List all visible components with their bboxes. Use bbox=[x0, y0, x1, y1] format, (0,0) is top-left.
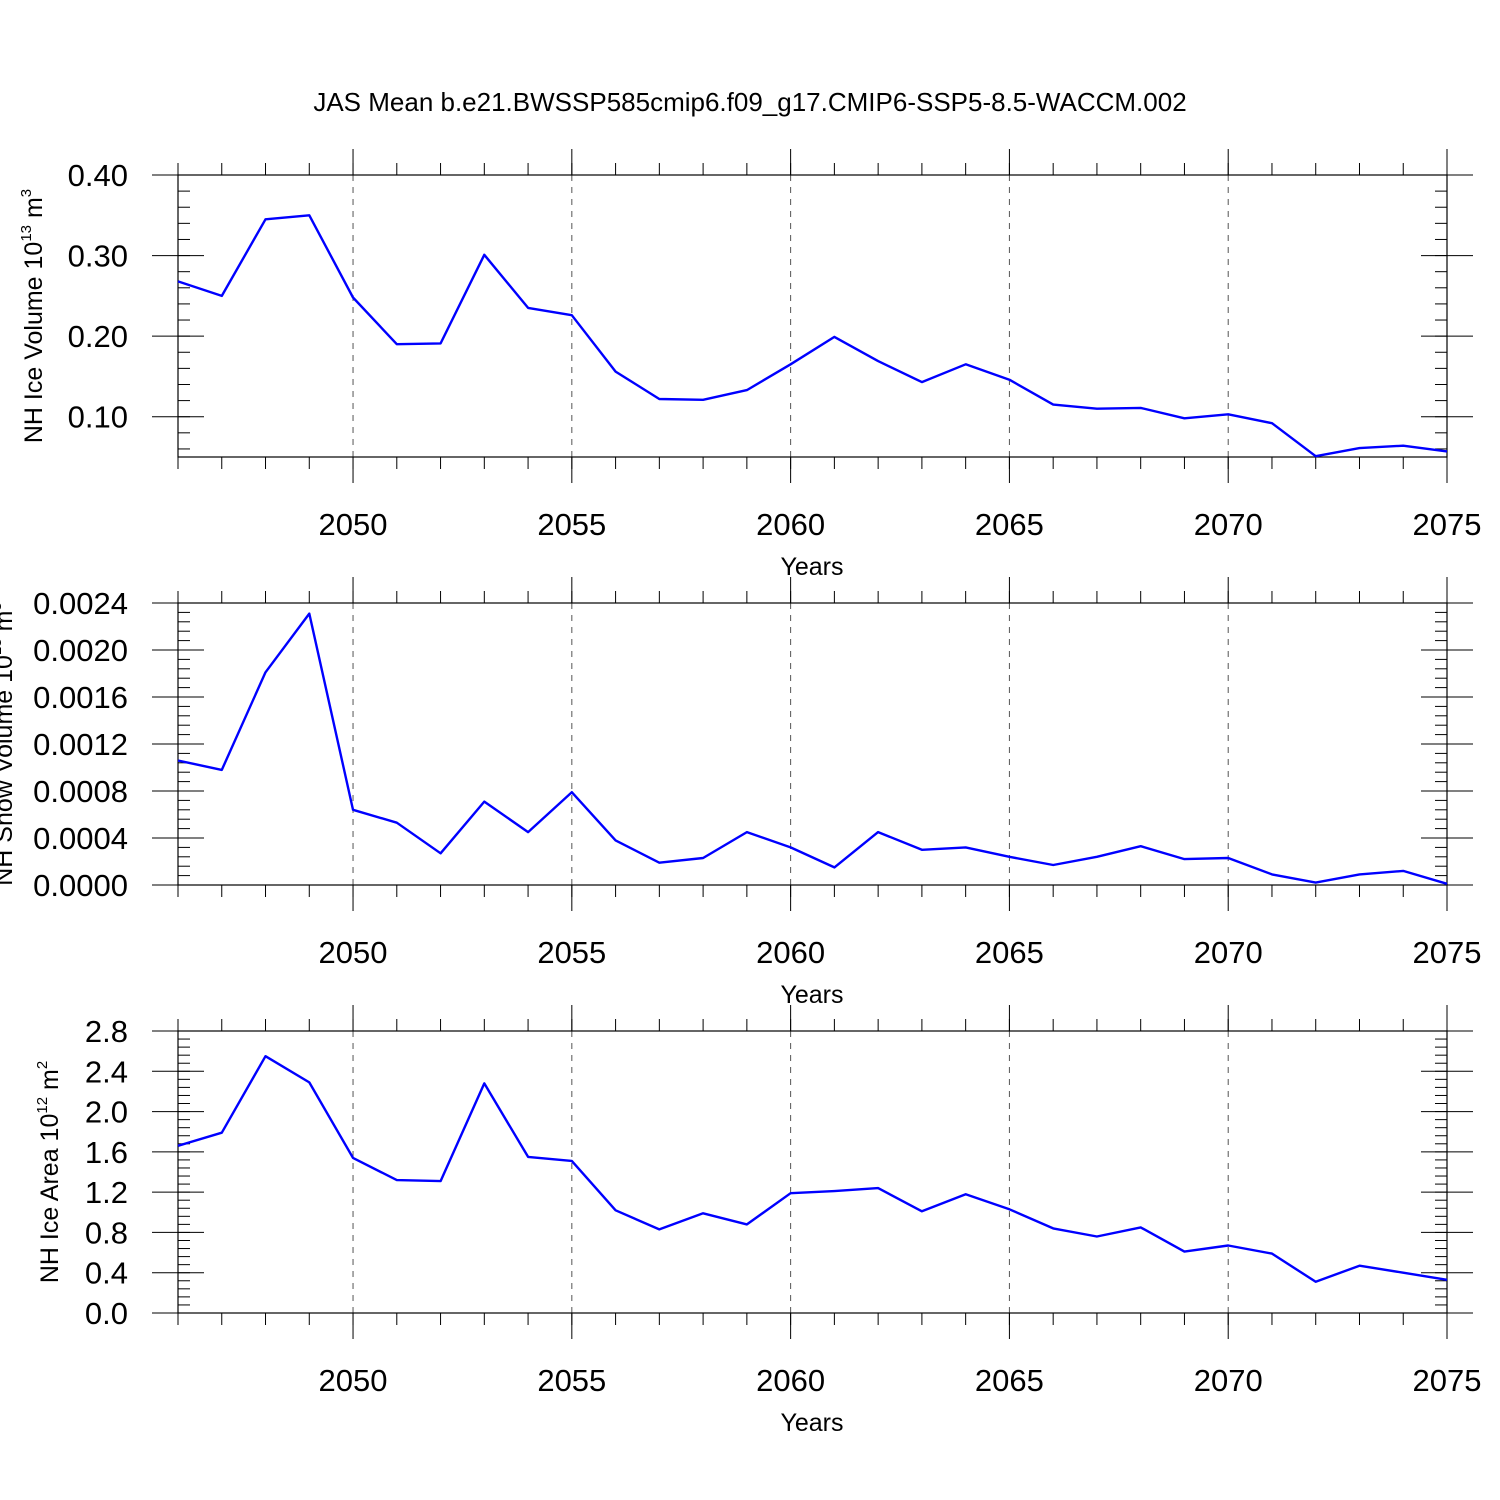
y-tick-label: 0.0004 bbox=[33, 821, 128, 856]
y-tick-label: 0.30 bbox=[68, 239, 128, 274]
y-tick-label: 2.4 bbox=[85, 1054, 128, 1089]
y-tick-label: 2.0 bbox=[85, 1095, 128, 1130]
chart-panel-2: 2050 2055 2060 2065 2070 2075 0.0000 0.0004 0.00… bbox=[0, 577, 1481, 1009]
series-line bbox=[177, 1054, 1448, 1284]
y-axis-title-exp: 13 bbox=[0, 638, 5, 655]
x-tick-label: 2075 bbox=[1413, 935, 1482, 970]
y-tick-label: 0.0008 bbox=[33, 774, 128, 809]
y-tick-label: 0.0012 bbox=[33, 727, 128, 762]
x-axis-title: Years bbox=[780, 1409, 843, 1437]
y-axis-title-exp: 13 bbox=[18, 225, 35, 242]
x-tick-label: 2065 bbox=[975, 507, 1044, 542]
x-tick-label: 2075 bbox=[1413, 507, 1482, 542]
y-tick-label: 0.0016 bbox=[33, 680, 128, 715]
x-axis-title: Years bbox=[780, 981, 843, 1009]
y-tick-label: 0.0 bbox=[85, 1296, 128, 1331]
series-line bbox=[177, 612, 1448, 885]
x-tick-label: 2065 bbox=[975, 1363, 1044, 1398]
chart-title: JAS Mean b.e21.BWSSP585cmip6.f09_g17.CMI… bbox=[313, 87, 1186, 117]
x-tick-label: 2055 bbox=[537, 507, 606, 542]
chart-panel-3: 2050 2055 2060 2065 2070 2075 0.0 0.4 0.8 1.2 1.6 2… bbox=[34, 1005, 1481, 1437]
chart-panel-1: 2050 2055 2060 2065 2070 2075 0.10 0.20 0.30 0.40… bbox=[18, 149, 1481, 581]
x-tick-label: 2055 bbox=[537, 1363, 606, 1398]
y-tick-label: 0.10 bbox=[68, 400, 128, 435]
y-tick-label: 0.4 bbox=[85, 1256, 128, 1291]
x-tick-label: 2075 bbox=[1413, 1363, 1482, 1398]
y-tick-label: 0.0000 bbox=[33, 868, 128, 903]
y-axis-title: NH Ice Area 1012 m2 bbox=[34, 1061, 64, 1283]
y-tick-label: 1.6 bbox=[85, 1135, 128, 1170]
y-tick-label: 1.2 bbox=[85, 1175, 128, 1210]
y-tick-label: 0.0024 bbox=[33, 586, 128, 621]
plot-frame bbox=[177, 602, 1448, 886]
y-tick-label: 2.8 bbox=[85, 1014, 128, 1049]
y-axis-title: NH Ice Volume 1013 m3 bbox=[18, 189, 48, 443]
x-tick-label: 2070 bbox=[1194, 1363, 1263, 1398]
x-tick-label: 2055 bbox=[537, 935, 606, 970]
x-tick-label: 2060 bbox=[756, 935, 825, 970]
series-line bbox=[177, 214, 1448, 458]
y-axis-title-main: NH Ice Volume 10 bbox=[20, 242, 48, 444]
y-axis-title-unit: m bbox=[20, 197, 48, 225]
x-tick-label: 2065 bbox=[975, 935, 1044, 970]
x-tick-label: 2060 bbox=[756, 507, 825, 542]
x-tick-label: 2050 bbox=[319, 507, 388, 542]
plot-frame bbox=[177, 1030, 1448, 1314]
chart-panels: 2050 2055 2060 2065 2070 20750.100.200.300.40… bbox=[0, 149, 1481, 1437]
x-tick-label: 2070 bbox=[1194, 507, 1263, 542]
y-axis-title-main: NH Snow Volume 10 bbox=[0, 655, 18, 886]
x-tick-label: 2060 bbox=[756, 1363, 825, 1398]
y-axis-title-unit-exp: 3 bbox=[0, 602, 5, 610]
x-axis-title: Years bbox=[780, 553, 843, 581]
y-axis-title-unit-exp: 3 bbox=[18, 189, 35, 197]
x-tick-label: 2050 bbox=[319, 1363, 388, 1398]
y-tick-label: 0.20 bbox=[68, 319, 128, 354]
y-tick-label: 0.40 bbox=[68, 158, 128, 193]
y-axis-title-unit-exp: 2 bbox=[34, 1061, 51, 1069]
y-axis-title-exp: 12 bbox=[34, 1097, 51, 1114]
plot-frame bbox=[177, 174, 1448, 458]
y-axis-title: NH Snow Volume 1013 m3 bbox=[0, 602, 18, 886]
y-tick-label: 0.8 bbox=[85, 1215, 128, 1250]
x-tick-label: 2070 bbox=[1194, 935, 1263, 970]
y-axis-title-main: NH Ice Area 10 bbox=[36, 1114, 64, 1284]
x-tick-label: 2050 bbox=[319, 935, 388, 970]
y-axis-title-unit: m bbox=[0, 611, 18, 639]
y-tick-label: 0.0020 bbox=[33, 633, 128, 668]
y-axis-title-unit: m bbox=[36, 1069, 64, 1097]
